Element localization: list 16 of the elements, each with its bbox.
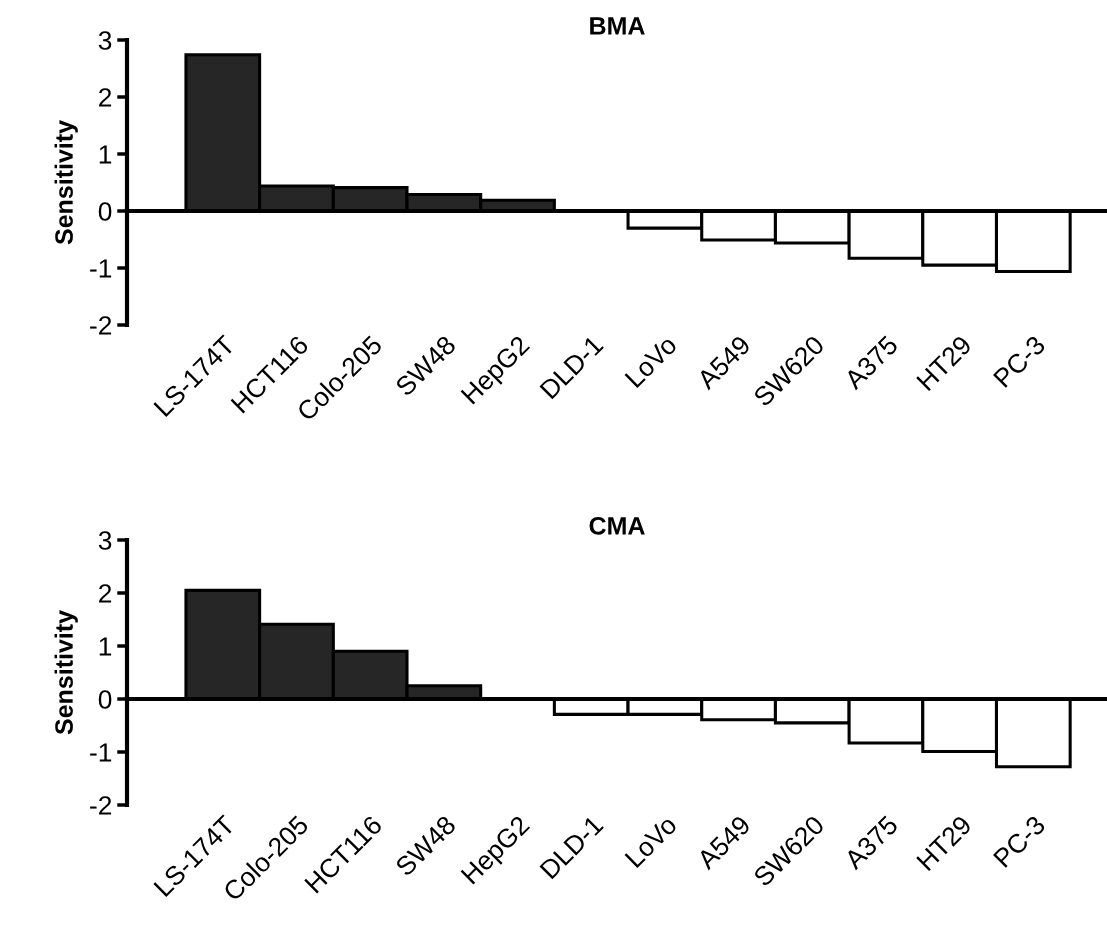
y-axis-title: Sensitivity <box>54 610 78 735</box>
chart-title: BMA <box>590 17 645 35</box>
y-tick-label: 0 <box>98 202 112 221</box>
y-tick-label: 3 <box>98 531 112 550</box>
y-tick-label: -1 <box>90 743 112 762</box>
chart-title: CMA <box>589 516 645 535</box>
y-tick-label: 0 <box>98 690 112 709</box>
y-tick-label: 2 <box>99 88 112 107</box>
y-tick-label: -2 <box>90 316 112 335</box>
y-tick-label: 3 <box>98 31 112 50</box>
y-tick-label: 2 <box>99 584 112 603</box>
y-tick-label: 1 <box>99 145 112 164</box>
y-tick-label: -1 <box>90 259 112 278</box>
y-tick-label: 1 <box>99 637 112 656</box>
y-tick-label: -2 <box>90 796 112 815</box>
y-axis-title: Sensitivity <box>54 120 78 245</box>
